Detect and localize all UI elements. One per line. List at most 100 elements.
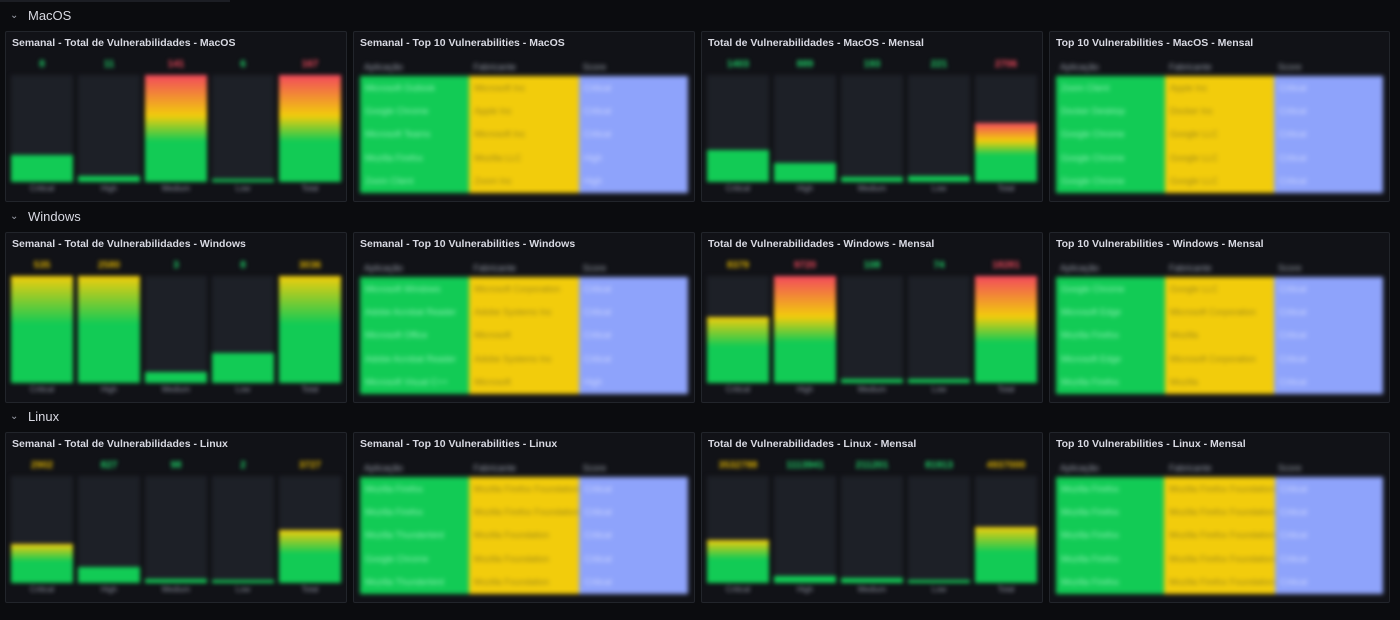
gauge-bar[interactable]: 3532788 Critical <box>707 459 769 596</box>
panel-title[interactable]: Semanal - Top 10 Vulnerabilities - MacOS <box>360 37 565 49</box>
gauge-track <box>774 276 836 383</box>
row-header-linux[interactable]: ⌄ Linux <box>0 402 59 430</box>
column-header[interactable]: Aplicação <box>364 263 404 273</box>
panel-title[interactable]: Total de Vulnerabilidades - Windows - Me… <box>708 238 935 250</box>
gauge-bar[interactable]: 535 Critical <box>11 259 73 396</box>
gauge-bar[interactable]: 81913 Low <box>908 459 970 596</box>
row-header-windows[interactable]: ⌄ Windows <box>0 202 81 230</box>
chevron-down-icon[interactable]: ⌄ <box>10 210 19 222</box>
gauge-bar[interactable]: 8379 Critical <box>707 259 769 396</box>
panel-title[interactable]: Top 10 Vulnerabilities - MacOS - Mensal <box>1056 37 1254 49</box>
table-panel[interactable]: Top 10 Vulnerabilities - MacOS - Mensal A… <box>1049 31 1390 202</box>
gauge-bar[interactable]: 11 High <box>78 58 140 195</box>
column-header[interactable]: Score <box>1278 62 1302 72</box>
gauge-bar[interactable]: 3036 Total <box>279 259 341 396</box>
gauge-bar[interactable]: 167 Total <box>279 58 341 195</box>
table-cell: Adobe Acrobat Reader <box>365 353 457 364</box>
chevron-down-icon[interactable]: ⌄ <box>10 9 19 21</box>
panel-title[interactable]: Semanal - Top 10 Vulnerabilities - Linux <box>360 438 558 450</box>
table-cell: Mozilla <box>1170 377 1199 388</box>
table-cell: Mozilla Firefox <box>1061 577 1120 588</box>
table-body: Mozilla Firefox Mozilla Firefox Mozilla Fi… <box>1056 477 1383 594</box>
gauge-label: Critical <box>29 585 55 594</box>
column-header[interactable]: Fabricante <box>473 463 516 473</box>
gauge-bar[interactable]: 1403 Critical <box>707 58 769 195</box>
table-panel[interactable]: Semanal - Top 10 Vulnerabilities - Windo… <box>353 232 695 403</box>
column-header[interactable]: Aplicação <box>1060 62 1100 72</box>
gauge-bar[interactable]: 2580 High <box>78 259 140 396</box>
column-header[interactable]: Fabricante <box>1169 463 1212 473</box>
bar-gauge-panel[interactable]: Total de Vulnerabilidades - MacOS - Mens… <box>701 31 1043 202</box>
table-body: Microsoft Windows Adobe Acrobat Reader Mic… <box>360 277 688 394</box>
column-header[interactable]: Score <box>582 463 607 473</box>
column-header[interactable]: Score <box>582 62 607 72</box>
gauge-track <box>78 476 140 583</box>
gauge-bar[interactable]: 193 Medium <box>841 58 903 195</box>
column-header[interactable]: Aplicação <box>1060 463 1100 473</box>
gauge-bar[interactable]: 141 Medium <box>145 58 207 195</box>
table-panel[interactable]: Top 10 Vulnerabilities - Linux - Mensal A… <box>1049 432 1390 603</box>
panel-title[interactable]: Semanal - Total de Vulnerabilidades - Ma… <box>12 37 236 49</box>
panel-title[interactable]: Semanal - Total de Vulnerabilidades - Wi… <box>12 238 246 250</box>
column-header[interactable]: Score <box>1278 263 1302 273</box>
table-panel[interactable]: Top 10 Vulnerabilities - Windows - Mensa… <box>1049 232 1390 403</box>
panel-title[interactable]: Top 10 Vulnerabilities - Linux - Mensal <box>1056 438 1246 450</box>
column-header[interactable]: Score <box>1278 463 1302 473</box>
gauge-value: 108 <box>863 260 881 271</box>
bar-gauge-panel[interactable]: Total de Vulnerabilidades - Windows - Me… <box>701 232 1043 403</box>
table-cell: Microsoft Windows <box>365 283 441 294</box>
table-column: Mozilla Firefox Mozilla Firefox Mozilla Fi… <box>1056 477 1165 594</box>
gauge-bar[interactable]: 6 Low <box>212 58 274 195</box>
column-header[interactable]: Aplicação <box>364 62 404 72</box>
row-header-macos[interactable]: ⌄ MacOS <box>0 1 71 29</box>
column-header[interactable]: Fabricante <box>1169 263 1212 273</box>
gauge-bar[interactable]: 108 Medium <box>841 259 903 396</box>
bar-gauge-panel[interactable]: Total de Vulnerabilidades - Linux - Mens… <box>701 432 1043 603</box>
column-header[interactable]: Aplicação <box>364 463 404 473</box>
gauge-bar[interactable]: 8 Low <box>212 259 274 396</box>
gauge-bar[interactable]: 221 Low <box>908 58 970 195</box>
gauge-bar[interactable]: 827 High <box>78 459 140 596</box>
gauge-bar[interactable]: 889 High <box>774 58 836 195</box>
column-header[interactable]: Fabricante <box>473 263 516 273</box>
table-panel[interactable]: Semanal - Top 10 Vulnerabilities - Linux… <box>353 432 695 603</box>
column-header[interactable]: Score <box>582 263 607 273</box>
column-header[interactable]: Fabricante <box>1169 62 1212 72</box>
gauge-bar[interactable]: 3 Medium <box>145 259 207 396</box>
gauge-fill <box>78 276 140 383</box>
gauge-bar[interactable]: 8 Critical <box>11 58 73 195</box>
table-cell: Critical <box>584 577 612 588</box>
gauge-bar[interactable]: 2 Low <box>212 459 274 596</box>
bar-gauge-panel[interactable]: Semanal - Total de Vulnerabilidades - Wi… <box>5 232 347 403</box>
gauge-bar[interactable]: 98 Medium <box>145 459 207 596</box>
gauge-track <box>975 276 1037 383</box>
gauge-bar[interactable]: 1113941 High <box>774 459 836 596</box>
gauge-bar[interactable]: 211201 Medium <box>841 459 903 596</box>
table-cell: Mozilla Firefox Foundation <box>1169 483 1275 494</box>
gauge-bar[interactable]: 3727 Total <box>279 459 341 596</box>
panel-title[interactable]: Semanal - Total de Vulnerabilidades - Li… <box>12 438 228 450</box>
gauge-bar[interactable]: 4937000 Total <box>975 459 1037 596</box>
gauge-bar[interactable]: 18281 Total <box>975 259 1037 396</box>
bar-gauge-panel[interactable]: Semanal - Total de Vulnerabilidades - Li… <box>5 432 347 603</box>
gauge-bar[interactable]: 74 Low <box>908 259 970 396</box>
bar-gauge-panel[interactable]: Semanal - Total de Vulnerabilidades - Ma… <box>5 31 347 202</box>
table-column: Critical Critical Critical Critical High <box>578 277 688 394</box>
panel-title[interactable]: Total de Vulnerabilidades - Linux - Mens… <box>708 438 917 450</box>
column-header[interactable]: Fabricante <box>473 62 516 72</box>
table-cell: Critical <box>1279 577 1308 588</box>
table-cell: Microsoft Inc <box>474 82 526 93</box>
gauge-fill <box>841 176 903 182</box>
column-header[interactable]: Aplicação <box>1060 263 1100 273</box>
gauge-bar[interactable]: 2706 Total <box>975 58 1037 195</box>
gauge-bar[interactable]: 2902 Critical <box>11 459 73 596</box>
panel-title[interactable]: Total de Vulnerabilidades - MacOS - Mens… <box>708 37 924 49</box>
panel-title[interactable]: Semanal - Top 10 Vulnerabilities - Windo… <box>360 238 576 250</box>
table-column: Microsoft Corporation Adobe Systems Inc Mi… <box>469 277 579 394</box>
table-cell: Zoom Client <box>1061 82 1110 93</box>
panel-title[interactable]: Top 10 Vulnerabilities - Windows - Mensa… <box>1056 238 1264 250</box>
gauge-track <box>975 75 1037 182</box>
chevron-down-icon[interactable]: ⌄ <box>10 410 19 422</box>
gauge-bar[interactable]: 9720 High <box>774 259 836 396</box>
table-panel[interactable]: Semanal - Top 10 Vulnerabilities - MacOS… <box>353 31 695 202</box>
